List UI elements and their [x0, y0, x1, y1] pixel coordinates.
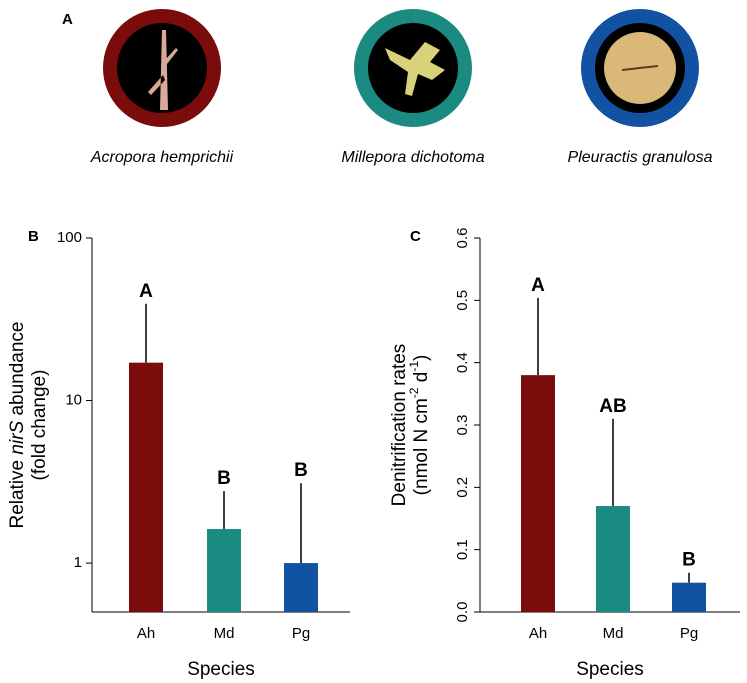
y-tick-label: 0.4: [454, 352, 471, 373]
coral-icon: [621, 65, 659, 71]
species-name: Pleuractis granulosa: [568, 149, 713, 166]
y-tick-label: 0.0: [454, 602, 471, 623]
y-axis-label-part: d: [411, 372, 432, 388]
x-tick-label: Md: [214, 625, 235, 642]
significance-letter: A: [531, 275, 545, 296]
species-name: Millepora dichotoma: [341, 149, 484, 166]
panel-label: A: [62, 11, 73, 28]
y-tick-label: 0.1: [454, 539, 471, 560]
coral-photos: [103, 9, 699, 127]
coral-icon: [385, 42, 445, 96]
y-tick-label: 0.2: [454, 477, 471, 498]
y-axis-label-part: nirS: [7, 420, 28, 454]
significance-letter: B: [294, 460, 308, 481]
y-axis-label-part: -2: [407, 387, 421, 398]
y-axis-label-part: -1: [407, 361, 421, 372]
y-axis-label-part: ): [411, 355, 432, 361]
x-tick-label: Ah: [529, 625, 547, 642]
bar: [596, 506, 630, 612]
bar: [207, 529, 241, 612]
y-tick-label: 0.3: [454, 415, 471, 436]
panel-label: B: [28, 228, 39, 245]
x-tick-label: Pg: [292, 625, 310, 642]
significance-letter: B: [217, 468, 231, 489]
y-axis-label: Denitrification rates: [389, 344, 410, 507]
y-axis-label: Relative nirS abundance: [7, 321, 28, 528]
significance-letter: B: [682, 550, 696, 571]
y-tick-label: 1: [74, 554, 82, 571]
significance-letter: A: [139, 281, 153, 302]
coral-icon: [148, 30, 178, 110]
y-tick-label: 10: [65, 392, 82, 409]
y-axis-label-part: Relative: [7, 455, 28, 529]
bar: [284, 563, 318, 612]
y-axis-label-part: Denitrification rates: [389, 344, 410, 507]
x-tick-label: Ah: [137, 625, 155, 642]
bar: [521, 375, 555, 612]
species-name: Acropora hemprichii: [90, 149, 234, 166]
bar: [129, 362, 163, 612]
y-axis-label-part: (fold change): [29, 370, 50, 481]
significance-letter: AB: [599, 396, 626, 417]
x-tick-label: Md: [603, 625, 624, 642]
x-axis-label: Species: [187, 659, 255, 680]
y-tick-label: 0.5: [454, 290, 471, 311]
x-tick-label: Pg: [680, 625, 698, 642]
y-axis-label-part: (nmol N cm: [411, 398, 432, 495]
bar: [672, 582, 706, 612]
y-tick-label: 100: [57, 229, 82, 246]
y-axis-label: (fold change): [29, 370, 50, 481]
y-axis-label: (nmol N cm-2 d-1): [407, 355, 432, 496]
x-axis-label: Species: [576, 659, 644, 680]
y-axis-label-part: abundance: [7, 321, 28, 420]
y-tick-label: 0.6: [454, 228, 471, 249]
panel-label: C: [410, 228, 421, 245]
